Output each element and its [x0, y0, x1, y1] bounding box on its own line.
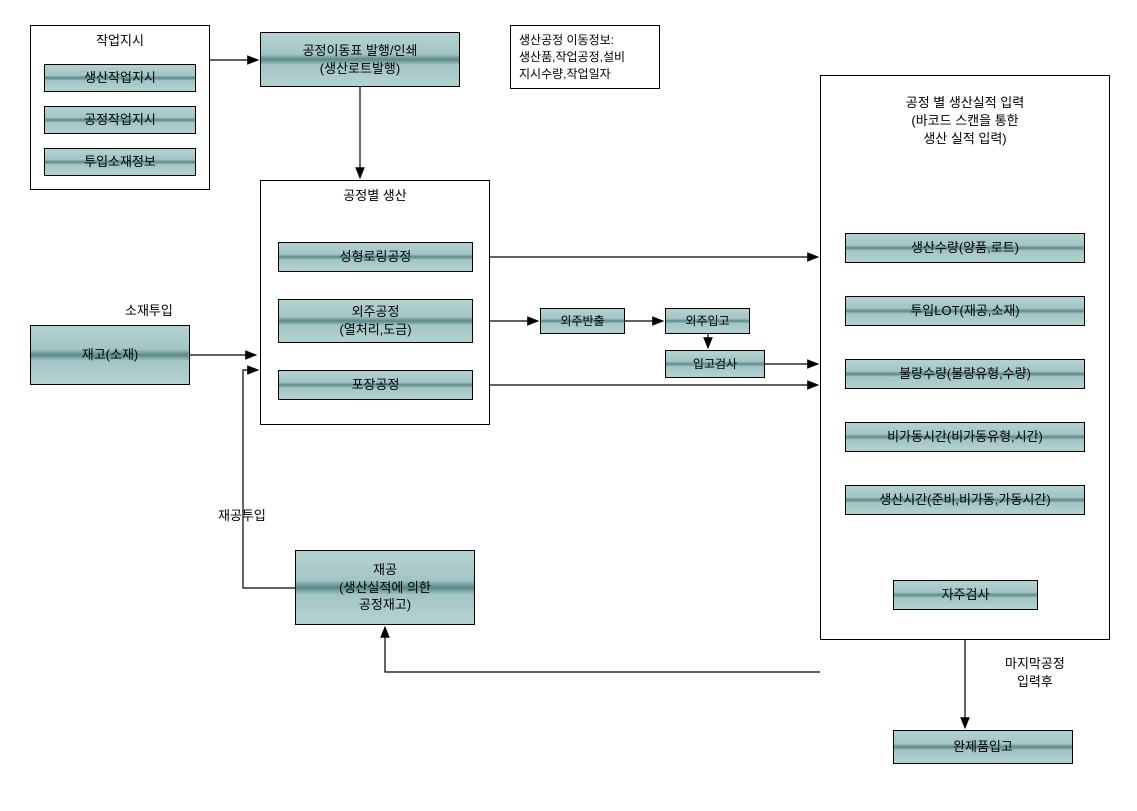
node-label: 성형로링공정 — [340, 248, 412, 266]
node-finished-goods: 완제품입고 — [893, 730, 1073, 764]
node-outsourcing-process: 외주공정 (열처리,도금) — [278, 299, 473, 343]
node-label: 외주입고 — [685, 313, 729, 329]
node-label: 비가동시간(비가동유형,시간) — [887, 428, 1043, 446]
node-label: 외주반출 — [560, 313, 604, 329]
node-label: 재공 (생산실적에 의한 공정재고) — [339, 561, 431, 614]
node-self-inspection: 자주검사 — [893, 580, 1038, 610]
node-process-ticket: 공정이동표 발행/인쇄 (생산로트발행) — [260, 32, 460, 87]
node-label: 공정이동표 발행/인쇄 (생산로트발행) — [303, 42, 418, 77]
node-label: 자주검사 — [942, 586, 990, 604]
node-label: 공정작업지시 — [84, 111, 156, 129]
node-inventory-material: 재고(소재) — [30, 325, 190, 385]
group-work-order-title: 작업지시 — [31, 26, 209, 60]
node-packaging: 포장공정 — [278, 370, 473, 400]
info-box-process-move: 생산공정 이동정보: 생산품,작업공정,설비 지시수량,작업일자 — [510, 25, 660, 89]
group-process-production-title: 공정별 생산 — [261, 181, 489, 215]
node-production-work-order: 생산작업지시 — [44, 64, 196, 92]
node-incoming-inspection: 입고검사 — [665, 350, 765, 378]
node-label: 재고(소재) — [82, 346, 139, 364]
group-prod-result: 공정 별 생산실적 입력 (바코드 스캔을 통한 생산 실적 입력) — [820, 75, 1110, 640]
node-input-lot: 투입LOT(재공,소재) — [845, 296, 1085, 326]
label-material-input: 소재투입 — [125, 300, 173, 319]
node-label: 불량수량(불량유형,수량) — [899, 365, 1031, 383]
node-prod-time: 생산시간(준비,비가동,가동시간) — [845, 485, 1085, 515]
node-label: 투입소재정보 — [84, 153, 156, 171]
node-label: 입고검사 — [693, 356, 737, 372]
node-label: 투입LOT(재공,소재) — [910, 302, 1019, 320]
node-input-material-info: 투입소재정보 — [44, 148, 196, 176]
group-prod-result-title: 공정 별 생산실적 입력 (바코드 스캔을 통한 생산 실적 입력) — [821, 76, 1109, 159]
node-label: 완제품입고 — [953, 738, 1013, 756]
node-label: 외주공정 (열처리,도금) — [339, 303, 411, 338]
node-outsource-ship: 외주반출 — [540, 308, 625, 334]
node-wip: 재공 (생산실적에 의한 공정재고) — [295, 550, 475, 625]
node-forming-rolling: 성형로링공정 — [278, 242, 473, 272]
node-prod-qty: 생산수량(양품,로트) — [845, 233, 1085, 263]
label-last-process: 마지막공정 입력후 — [1005, 655, 1065, 691]
label-wip-input: 재공투입 — [218, 505, 266, 524]
node-label: 생산시간(준비,비가동,가동시간) — [879, 491, 1050, 509]
node-label: 생산수량(양품,로트) — [911, 239, 1019, 257]
node-downtime: 비가동시간(비가동유형,시간) — [845, 422, 1085, 452]
node-process-work-order: 공정작업지시 — [44, 106, 196, 134]
node-label: 생산작업지시 — [84, 69, 156, 87]
node-defect-qty: 불량수량(불량유형,수량) — [845, 359, 1085, 389]
node-label: 포장공정 — [352, 376, 400, 394]
node-outsource-receive: 외주입고 — [665, 308, 750, 334]
